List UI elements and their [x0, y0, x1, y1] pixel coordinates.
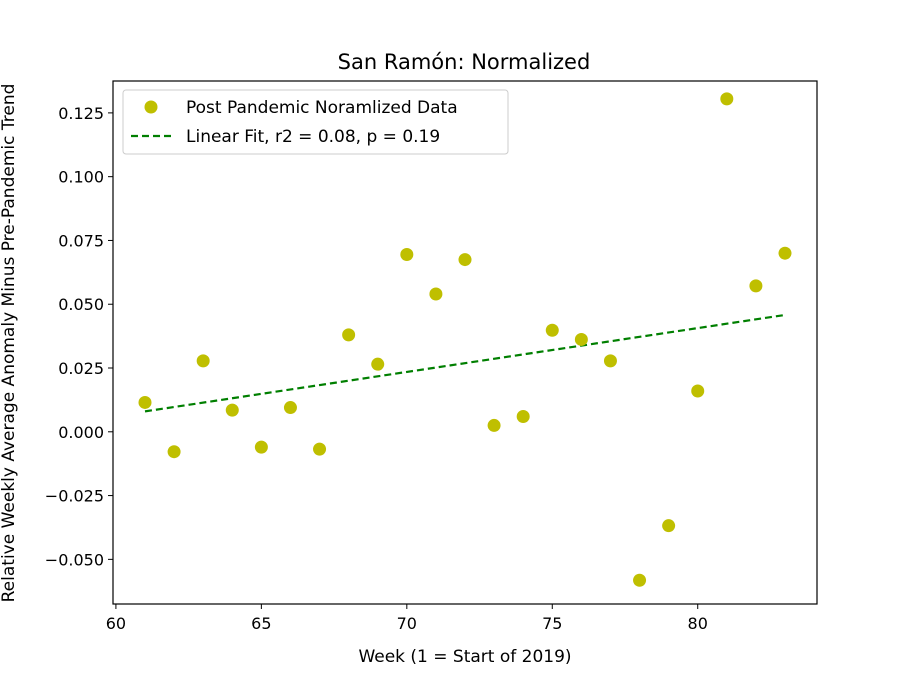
y-tick-label: −0.050	[45, 550, 104, 569]
x-axis: 60 65 70 75 80	[106, 604, 708, 633]
x-tick-label: 65	[251, 614, 271, 633]
data-point	[778, 246, 792, 260]
data-point	[574, 332, 588, 346]
x-axis-label: Week (1 = Start of 2019)	[358, 647, 571, 667]
legend-label-fit: Linear Fit, r2 = 0.08, p = 0.19	[186, 127, 440, 147]
legend-box	[122, 89, 509, 155]
data-points-layer	[138, 92, 792, 587]
legend-label-data: Post Pandemic Noramlized Data	[186, 98, 458, 118]
data-point	[691, 384, 705, 398]
data-point	[254, 440, 268, 454]
data-point	[603, 354, 617, 368]
data-point	[749, 279, 763, 293]
x-tick-label: 75	[542, 614, 562, 633]
y-tick-label: 0.075	[58, 231, 104, 250]
y-tick-label: 0.000	[58, 423, 104, 442]
data-point	[429, 287, 443, 301]
data-point	[196, 354, 210, 368]
x-tick-label: 60	[106, 614, 126, 633]
legend-marker-data	[144, 100, 158, 114]
data-point	[283, 401, 297, 415]
y-tick-label: 0.100	[58, 168, 104, 187]
data-point	[342, 328, 356, 342]
y-tick-label: −0.025	[45, 487, 104, 506]
y-tick-label: 0.025	[58, 359, 104, 378]
data-point	[167, 445, 181, 459]
y-axis: −0.050 −0.025 0.000 0.025 0.050 0.075 0.100 0.1…	[45, 104, 113, 569]
fit-line	[144, 313, 786, 413]
data-point	[633, 573, 647, 587]
y-axis-label: Relative Weekly Average Anomaly Minus Pr…	[0, 84, 19, 603]
data-point	[225, 403, 239, 417]
data-point	[720, 92, 734, 106]
data-point	[487, 418, 501, 432]
plot-area	[112, 80, 818, 605]
data-point	[458, 253, 472, 267]
chart-title: San Ramón: Normalized	[338, 50, 591, 74]
data-point	[516, 409, 530, 423]
x-tick-label: 80	[688, 614, 708, 633]
data-point	[662, 519, 676, 533]
fit-line-layer	[144, 313, 786, 413]
data-point	[371, 357, 385, 371]
data-point	[400, 247, 414, 261]
data-point	[313, 442, 327, 456]
y-tick-label: 0.125	[58, 104, 104, 123]
data-point	[545, 323, 559, 337]
legend: Post Pandemic Noramlized Data Linear Fit…	[122, 89, 509, 155]
data-point	[138, 395, 152, 409]
y-tick-label: 0.050	[58, 295, 104, 314]
x-tick-label: 70	[397, 614, 417, 633]
